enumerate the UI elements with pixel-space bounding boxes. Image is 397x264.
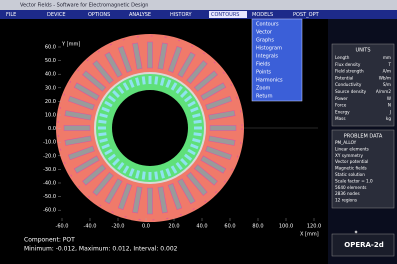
unit-name: Mass	[335, 116, 346, 121]
unit-name: Potential	[335, 75, 353, 80]
unit-value: A/mm2	[376, 89, 391, 94]
problem-line: Linear elements	[335, 146, 369, 151]
problem-line: 2836 nodes	[335, 191, 360, 196]
y-tick-label: 10.0	[45, 113, 56, 119]
problem-line: Magnetic fields	[335, 166, 367, 171]
x-tick-label: -60.0	[56, 224, 69, 230]
y-tick-label: 20.0	[45, 99, 56, 105]
unit-value: mm	[383, 55, 391, 60]
screen: Vector Fields - Software for Electromagn…	[0, 0, 397, 264]
y-label: Y [mm]	[61, 42, 80, 48]
problem-line: PM_ALLOY	[335, 140, 357, 145]
unit-value: kg	[386, 116, 391, 121]
x-tick-label: 60.0	[224, 224, 235, 230]
dropdown-item[interactable]: Harmonics	[256, 78, 283, 84]
unit-value: T	[387, 62, 391, 67]
dropdown-item[interactable]: Vector	[256, 30, 273, 36]
menu-item[interactable]: FILE	[6, 12, 16, 18]
x-label: X [mm]	[300, 232, 319, 238]
problem-line: XY symmetry	[335, 153, 364, 158]
menu-item[interactable]: OPTIONS	[88, 12, 110, 18]
menu-item[interactable]: POST_OPT	[293, 12, 320, 18]
unit-name: Conductivity	[335, 82, 362, 87]
menu-item[interactable]: DEVICE	[47, 12, 66, 18]
dropdown-item[interactable]: Histogram	[256, 46, 282, 52]
x-tick-label: 80.0	[252, 224, 263, 230]
stator-slot	[147, 42, 152, 68]
unit-value: A/m	[383, 69, 391, 74]
dropdown-item[interactable]: Points	[256, 70, 271, 76]
rotor-slot	[98, 127, 106, 130]
rotor-slot	[149, 172, 152, 180]
y-tick-label: -50.0	[43, 194, 56, 200]
menu-item[interactable]: HISTORY	[170, 12, 193, 18]
y-tick-label: 60.0	[45, 45, 56, 51]
unit-value: S/m	[383, 82, 391, 87]
x-tick-label: 40.0	[196, 224, 207, 230]
x-tick-label: 100.0	[279, 224, 293, 230]
y-tick-label: -20.0	[43, 153, 56, 159]
unit-value: Wb/m	[379, 75, 391, 80]
dropdown-item[interactable]: Zoom	[256, 86, 271, 92]
unit-name: Force	[335, 103, 347, 108]
status-component: Component: POT	[24, 237, 75, 244]
unit-value: J	[389, 109, 391, 114]
menu-item[interactable]: ANALYSE	[129, 12, 151, 18]
unit-name: Length	[335, 55, 350, 60]
menu-item[interactable]: CONTOURS	[211, 12, 239, 18]
problem-line: 12 regions	[335, 198, 357, 203]
units-title: UNITS	[355, 48, 370, 54]
dropdown-item[interactable]: Return	[256, 94, 273, 100]
x-tick-label: -20.0	[112, 224, 125, 230]
stator-slot	[210, 125, 236, 130]
unit-name: Power	[335, 96, 348, 101]
unit-name: Field strength	[335, 69, 364, 74]
unit-name: Energy	[335, 109, 350, 114]
x-tick-label: -40.0	[84, 224, 97, 230]
y-tick-label: -10.0	[43, 140, 56, 146]
stator-slot	[64, 125, 90, 130]
dropdown-item[interactable]: Graphs	[256, 38, 274, 44]
unit-value: W	[387, 96, 391, 101]
unit-name: Source density	[335, 89, 367, 94]
menu-item[interactable]: MODELS	[252, 12, 273, 18]
x-tick-label: 0.0	[142, 224, 150, 230]
y-tick-label: -30.0	[43, 167, 56, 173]
rotor-slot	[149, 76, 152, 84]
x-tick-label: 120.0	[307, 224, 321, 230]
stator-slot	[147, 188, 152, 214]
dropdown-item[interactable]: Fields	[256, 62, 271, 68]
y-tick-label: 40.0	[45, 72, 56, 78]
y-tick-label: -60.0	[43, 208, 56, 214]
shaft	[112, 90, 188, 166]
window-title: Vector Fields - Software for Electromagn…	[20, 3, 148, 9]
dropdown-item[interactable]: Contours	[256, 22, 279, 28]
rotor-slot	[194, 127, 202, 130]
unit-value: N	[388, 103, 391, 108]
problem-title: PROBLEM DATA	[344, 134, 383, 140]
status-range: Minimum: -0.012, Maximum: 0.012, Interva…	[24, 246, 178, 253]
x-tick-label: 20.0	[168, 224, 179, 230]
y-tick-label: 0.0	[48, 126, 56, 132]
y-tick-label: -40.0	[43, 181, 56, 187]
problem-line: Static solution	[335, 172, 365, 177]
problem-line: 5640 elements	[335, 185, 366, 190]
dropdown-item[interactable]: Integrals	[256, 54, 278, 60]
y-tick-label: 30.0	[45, 85, 56, 91]
unit-name: Flux density	[335, 62, 361, 67]
problem-line: Vector potential	[335, 159, 368, 164]
y-tick-label: 50.0	[45, 58, 56, 64]
problem-line: Scale factor = 1.0	[335, 178, 373, 183]
logo: OPERA-2d	[344, 241, 383, 249]
